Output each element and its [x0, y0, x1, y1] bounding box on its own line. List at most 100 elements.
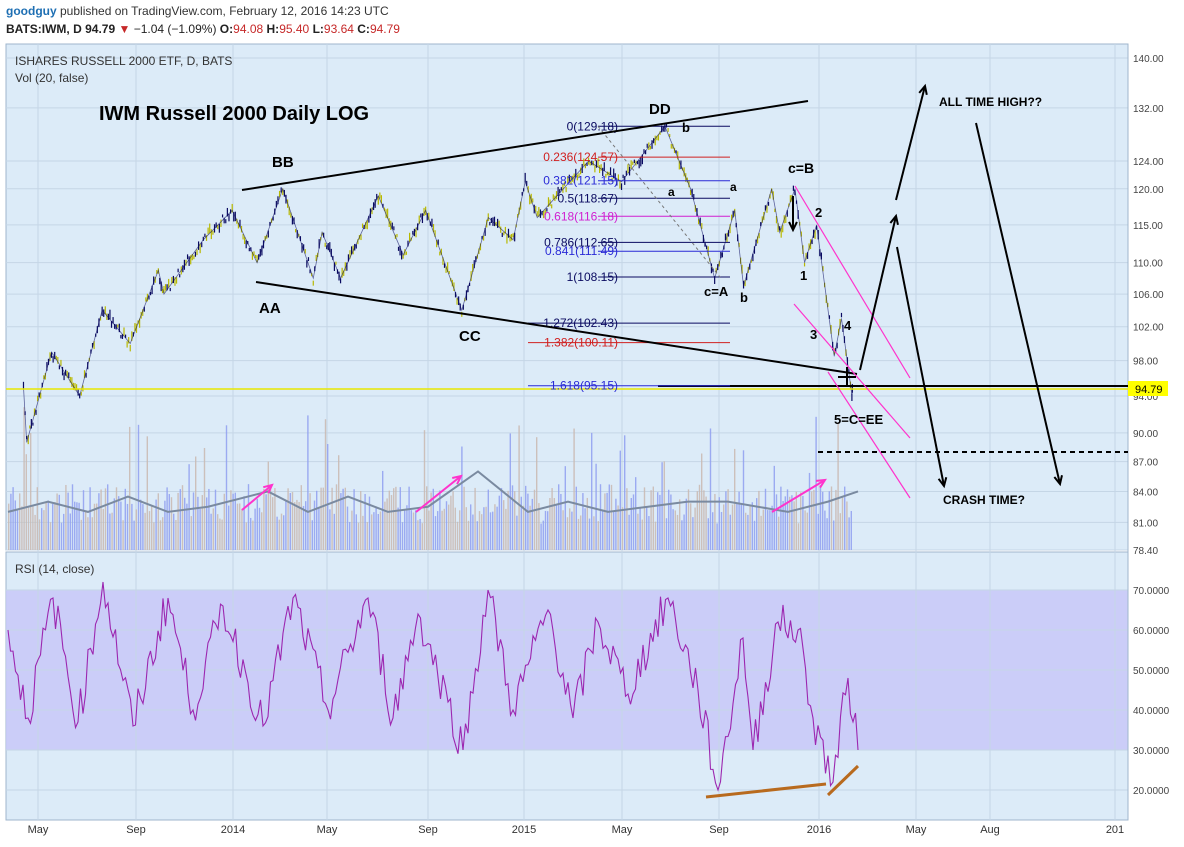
wave-arrow-head — [788, 221, 798, 233]
volume-bar — [241, 508, 243, 550]
volume-bar — [335, 484, 338, 550]
volume-bar — [432, 488, 434, 550]
volume-bar — [635, 477, 637, 550]
volume-bar — [553, 498, 555, 550]
price-legend: ISHARES RUSSELL 2000 ETF, D, BATS — [15, 54, 232, 68]
volume-bar — [791, 495, 793, 550]
volume-bar — [604, 493, 606, 550]
volume-bar — [252, 520, 254, 550]
volume-bar — [720, 511, 723, 550]
volume-bar — [712, 512, 714, 550]
volume-bar — [197, 496, 199, 550]
volume-bar — [833, 520, 835, 550]
volume-bar — [104, 488, 107, 550]
channel-line — [794, 185, 911, 379]
volume-bar — [412, 512, 415, 550]
volume-bar — [58, 494, 60, 550]
volume-bar — [421, 523, 423, 550]
volume-bar — [214, 489, 217, 550]
volume-bar — [503, 500, 505, 550]
volume-bar — [582, 493, 584, 550]
volume-bar — [474, 487, 476, 550]
volume-bar — [696, 491, 698, 550]
volume-bar — [450, 495, 452, 550]
rsi-divergence-line — [705, 782, 827, 799]
y-tick-label: 132.00 — [1133, 104, 1164, 115]
volume-bar — [135, 509, 137, 550]
volume-bar — [687, 489, 690, 550]
volume-bar — [593, 516, 595, 550]
author-link[interactable]: goodguy — [6, 4, 57, 18]
volume-bar — [410, 510, 412, 550]
volume-bar — [302, 505, 305, 550]
wave-label: 3 — [810, 327, 817, 342]
volume-bar — [10, 493, 12, 550]
volume-bar — [36, 487, 38, 550]
volume-bar — [760, 515, 762, 550]
volume-bar — [456, 521, 459, 550]
volume-bar — [826, 518, 828, 550]
volume-bar — [428, 510, 430, 550]
y-tick-label: 84.00 — [1133, 487, 1158, 498]
rsi-divergence-line — [826, 764, 860, 797]
volume-bar — [465, 507, 467, 550]
wave-label: 5=C=EE — [834, 412, 883, 427]
volume-bar — [577, 518, 580, 550]
lower-trendline — [255, 281, 858, 375]
volume-bar — [685, 498, 687, 550]
y-tick-label: 120.00 — [1133, 185, 1164, 196]
volume-bar — [25, 454, 27, 550]
volume-bar — [247, 484, 250, 550]
volume-bar — [507, 490, 509, 550]
volume-bar — [613, 510, 615, 550]
volume-bar — [357, 522, 360, 550]
volume-bar — [630, 498, 632, 550]
volume-bar — [417, 520, 419, 550]
volume-bar — [144, 512, 146, 550]
volume-bar — [34, 514, 36, 550]
volume-bar — [296, 499, 298, 550]
last-price-tag-label: 94.79 — [1135, 384, 1163, 396]
volume-bar — [841, 496, 844, 550]
volume-bar — [850, 510, 852, 550]
volume-bar — [157, 493, 159, 550]
volume-bar — [166, 487, 168, 550]
y-tick-label: 87.00 — [1133, 458, 1158, 469]
volume-bar — [844, 486, 846, 550]
volume-bar — [802, 495, 804, 550]
volume-bar — [124, 488, 126, 550]
rsi-tick-label: 40.0000 — [1133, 706, 1170, 717]
y-tick-label: 78.40 — [1133, 546, 1158, 557]
volume-bar — [91, 517, 93, 550]
volume-bar — [692, 517, 694, 550]
volume-bar — [107, 484, 109, 550]
volume-bar — [529, 505, 531, 550]
volume-bar — [668, 489, 670, 550]
volume-bar — [313, 500, 316, 550]
volume-bar — [558, 484, 560, 550]
publish-line: goodguy published on TradingView.com, Fe… — [6, 4, 389, 18]
volume-bar — [621, 507, 624, 550]
volume-bar — [698, 484, 701, 550]
volume-bar — [221, 519, 223, 550]
volume-bar — [542, 520, 544, 550]
volume-bar — [518, 425, 520, 550]
volume-bar — [30, 432, 32, 550]
volume-bar — [23, 407, 25, 550]
y-tick-label: 106.00 — [1133, 290, 1164, 301]
volume-bar — [49, 522, 52, 550]
volume-bar — [804, 510, 806, 550]
wave-label: b — [740, 290, 748, 305]
volume-bar — [19, 493, 21, 550]
y-tick-label: 98.00 — [1133, 357, 1158, 368]
volume-bar — [740, 503, 742, 550]
volume-bar — [734, 448, 736, 550]
volume-bar — [452, 491, 454, 550]
fib-level-label: 1.382(100.11) — [544, 336, 618, 350]
volume-bar — [439, 490, 441, 550]
y-tick-label: 124.00 — [1133, 157, 1164, 168]
volume-bar — [173, 513, 175, 550]
volume-bar — [269, 487, 272, 550]
volume-arrow-head — [815, 478, 827, 489]
